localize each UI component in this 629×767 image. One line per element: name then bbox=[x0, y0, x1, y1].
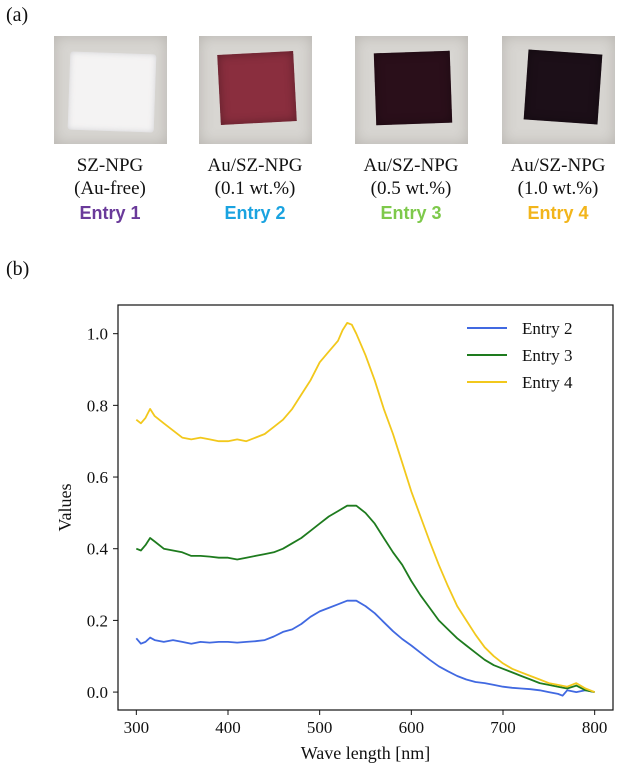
sample-entry-label: Entry 4 bbox=[527, 203, 589, 223]
y-axis-ticks: 0.0 0.2 0.4 0.6 0.8 1.0 bbox=[87, 325, 118, 702]
sample-entry-1: SZ-NPG (Au-free) Entry 1 bbox=[40, 36, 180, 226]
panel-b-label: (b) bbox=[6, 258, 30, 280]
y-tick-label: 0.0 bbox=[87, 683, 108, 702]
sample-photo bbox=[354, 36, 468, 144]
series-line-entry-3 bbox=[135, 504, 595, 693]
legend-label-entry-3: Entry 3 bbox=[522, 346, 573, 365]
y-tick-label: 0.6 bbox=[87, 468, 108, 487]
sample-condition: (Au-free) bbox=[74, 178, 146, 199]
sample-condition: (0.5 wt.%) bbox=[370, 178, 452, 199]
sample-photo bbox=[198, 36, 312, 144]
x-tick-label: 300 bbox=[124, 718, 150, 737]
sample-entry-label: Entry 3 bbox=[380, 203, 442, 223]
x-axis-title: Wave length [nm] bbox=[301, 743, 431, 763]
sample-entry-label: Entry 2 bbox=[224, 203, 286, 223]
x-tick-label: 400 bbox=[215, 718, 241, 737]
sample-name: SZ-NPG bbox=[76, 155, 144, 176]
legend-label-entry-4: Entry 4 bbox=[522, 373, 573, 392]
legend: Entry 2 Entry 3 Entry 4 bbox=[467, 319, 573, 392]
plot-lines bbox=[135, 322, 596, 697]
sample-entry-2: Au/SZ-NPG (0.1 wt.%) Entry 2 bbox=[185, 36, 325, 226]
series-line-entry-4 bbox=[135, 322, 596, 693]
y-tick-label: 0.8 bbox=[87, 396, 108, 415]
sample-name: Au/SZ-NPG bbox=[363, 155, 459, 176]
sample-photo bbox=[53, 36, 167, 144]
absorbance-line-chart: 300 400 500 600 700 800 0.0 0.2 0.4 0.6 0.8 1.0 Wa… bbox=[55, 304, 614, 763]
sample-name: Au/SZ-NPG bbox=[510, 155, 606, 176]
sample-chip-image bbox=[67, 51, 156, 133]
sample-photo bbox=[501, 36, 615, 144]
sample-chip-image bbox=[216, 51, 297, 125]
y-tick-label: 0.2 bbox=[87, 611, 108, 630]
sample-chip-image bbox=[373, 50, 452, 126]
sample-condition: (1.0 wt.%) bbox=[517, 178, 599, 199]
x-axis-ticks: 300 400 500 600 700 800 bbox=[124, 710, 608, 737]
y-tick-label: 0.4 bbox=[87, 540, 109, 559]
sample-chip-image bbox=[523, 49, 602, 125]
sample-condition: (0.1 wt.%) bbox=[214, 178, 296, 199]
series-line-entry-2 bbox=[135, 599, 595, 697]
sample-entry-label: Entry 1 bbox=[79, 203, 141, 223]
x-tick-label: 700 bbox=[490, 718, 516, 737]
sample-name: Au/SZ-NPG bbox=[207, 155, 303, 176]
legend-label-entry-2: Entry 2 bbox=[522, 319, 573, 338]
y-tick-label: 1.0 bbox=[87, 325, 108, 344]
y-axis-title: Values bbox=[55, 484, 75, 532]
plot-frame bbox=[117, 304, 614, 711]
x-tick-label: 800 bbox=[582, 718, 608, 737]
sample-entry-4: Au/SZ-NPG (1.0 wt.%) Entry 4 bbox=[488, 36, 628, 226]
panel-a-label: (a) bbox=[6, 4, 29, 26]
x-tick-label: 500 bbox=[307, 718, 333, 737]
x-tick-label: 600 bbox=[399, 718, 425, 737]
sample-entry-3: Au/SZ-NPG (0.5 wt.%) Entry 3 bbox=[341, 36, 481, 226]
